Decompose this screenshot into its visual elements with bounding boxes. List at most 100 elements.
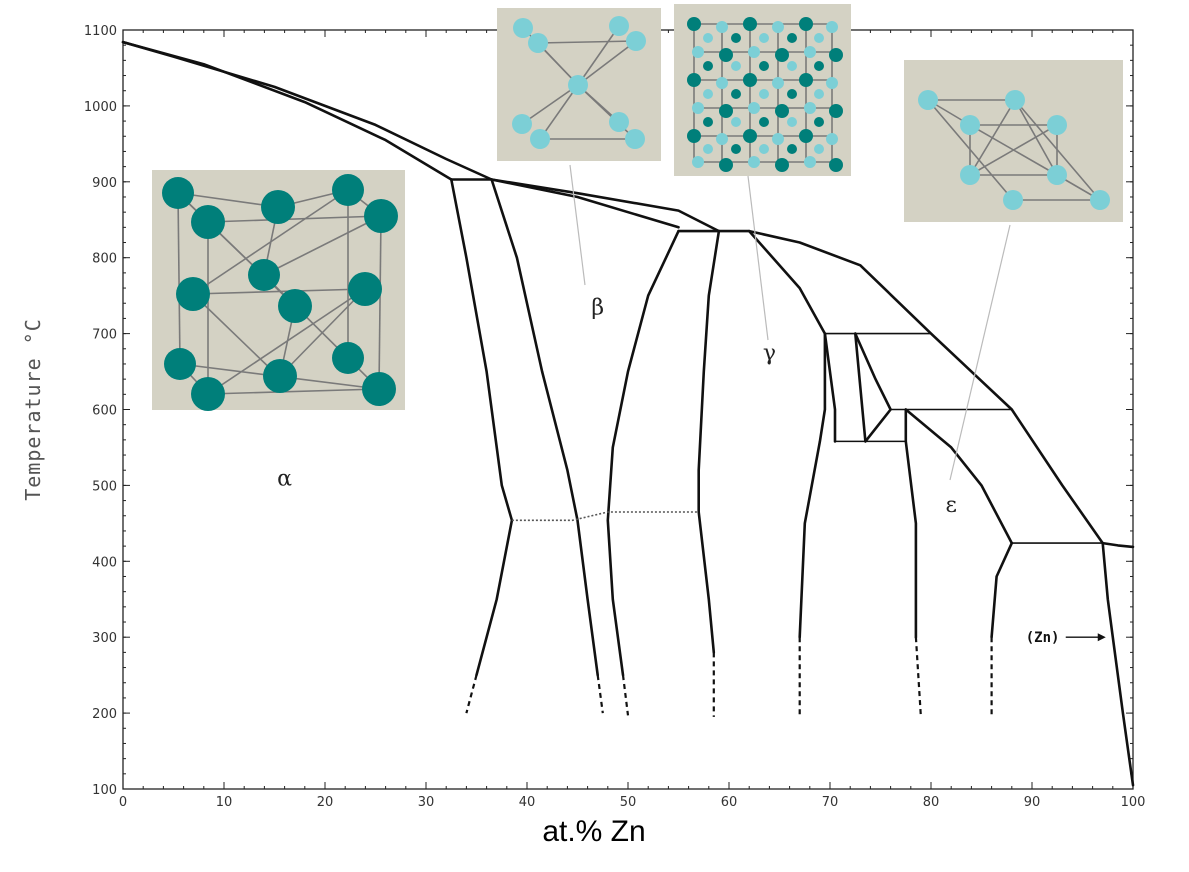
phase-boundary-gamma-right [747, 229, 827, 639]
gamma-atom [826, 77, 838, 89]
gamma-atom-inner [787, 33, 797, 43]
gamma-atom [775, 158, 789, 172]
gamma-atom [799, 73, 813, 87]
x-tick-label: 70 [822, 795, 839, 810]
y-tick-label: 900 [92, 176, 117, 191]
x-axis-title: at.% Zn [542, 815, 645, 848]
phase-boundary-beta-gamma-left [606, 229, 680, 677]
gamma-atom-inner [759, 117, 769, 127]
phase-boundary-beta-gamma-right [697, 229, 721, 654]
fcc-alpha-structure-icon [152, 170, 405, 411]
phase-boundary-zn-solvus [1101, 541, 1135, 787]
gamma-atom-inner [731, 144, 741, 154]
gamma-atom-inner [759, 89, 769, 99]
x-tick-label: 90 [1024, 795, 1041, 810]
order-disorder-line [511, 511, 699, 522]
x-tick-label: 10 [216, 795, 233, 810]
zn-phase-label: (Zn) [1026, 630, 1060, 646]
x-tick-label: 100 [1121, 795, 1146, 810]
gamma-atom-inner [703, 61, 713, 71]
gamma-atom [799, 17, 813, 31]
gamma-atom-inner [731, 61, 741, 71]
gamma-atom-inner [731, 33, 741, 43]
phase-boundary-alpha-beta-right [490, 178, 600, 677]
gamma-atom [743, 129, 757, 143]
y-tick-label: 200 [92, 707, 117, 722]
phase-boundary-delta-left [823, 332, 837, 443]
phase-boundary-delta-wedge [853, 332, 892, 443]
phase-labels: α β γ ε (Zn) [277, 296, 1106, 646]
gamma-atom [716, 133, 728, 145]
y-tick-label: 600 [92, 404, 117, 419]
phase-boundary-alpha-beta-left [449, 178, 514, 677]
gamma-atom-inner [731, 117, 741, 127]
phase-boundary-solidus-alpha [121, 40, 453, 181]
gamma-atom [687, 73, 701, 87]
gamma-atom-inner [787, 89, 797, 99]
x-tick-label: 40 [519, 795, 536, 810]
gamma-atom [775, 104, 789, 118]
bcc-beta-structure-icon [497, 8, 661, 161]
gamma-atom-inner [759, 144, 769, 154]
gamma-atom [748, 46, 760, 58]
gamma-atom [719, 104, 733, 118]
y-tick-label: 1000 [84, 100, 117, 115]
gamma-atom-inner [814, 117, 824, 127]
gamma-atom [829, 158, 843, 172]
gamma-atom [772, 77, 784, 89]
gamma-atom-inner [703, 33, 713, 43]
gamma-atom-inner [759, 33, 769, 43]
gamma-atom [687, 17, 701, 31]
gamma-atom [804, 156, 816, 168]
phase-label-0: α [277, 466, 292, 491]
y-tick-label: 300 [92, 631, 117, 646]
gamma-atom [719, 158, 733, 172]
gamma-atom [692, 102, 704, 114]
y-tick-label: 1100 [84, 24, 117, 39]
y-tick-label: 100 [92, 783, 117, 798]
gamma-atom [772, 133, 784, 145]
gamma-atom [692, 46, 704, 58]
x-tick-label: 80 [923, 795, 940, 810]
y-tick-label: 500 [92, 479, 117, 494]
gamma-atom [743, 17, 757, 31]
gamma-atom-inner [814, 89, 824, 99]
gamma-atom-inner [703, 117, 713, 127]
x-tick-label: 0 [119, 795, 127, 810]
gamma-atom [748, 102, 760, 114]
phase-boundary-solidus-beta [490, 178, 680, 229]
y-tick-label: 800 [92, 252, 117, 267]
gamma-atom-inner [731, 89, 741, 99]
x-tick-label: 30 [418, 795, 435, 810]
gamma-atom [804, 46, 816, 58]
gamma-atom-inner [759, 61, 769, 71]
phase-label-2: γ [763, 341, 776, 366]
axes: 0 10 20 30 40 50 60 70 80 90 100 100 200 300 400 500 600… [21, 24, 1145, 848]
phase-boundaries [121, 40, 1135, 787]
phase-label-1: β [591, 296, 604, 321]
inset-pointers [569, 164, 1011, 481]
x-tick-label: 50 [620, 795, 637, 810]
gamma-brass-structure-icon [674, 4, 851, 176]
phase-boundary-epsilon-left [904, 408, 1014, 545]
gamma-atom-inner [814, 33, 824, 43]
gamma-atom [687, 129, 701, 143]
gamma-atom [799, 129, 813, 143]
gamma-atom [716, 77, 728, 89]
y-axis-title: Temperature °C [21, 318, 45, 501]
phase-boundary-delta-right [904, 408, 918, 639]
gamma-atom [826, 133, 838, 145]
gamma-atom-inner [703, 144, 713, 154]
gamma-atom [719, 48, 733, 62]
gamma-atom-inner [787, 61, 797, 71]
gamma-atom [716, 21, 728, 33]
zn-arrow-head [1097, 633, 1106, 642]
phase-label-3: ε [945, 493, 956, 518]
hcp-epsilon-structure-icon [904, 60, 1123, 222]
gamma-atom [772, 21, 784, 33]
phase-boundary-delta-left-2 [853, 332, 867, 443]
phase-boundary-beta-gamma-left-dashed [621, 674, 630, 716]
gamma-atom-inner [703, 89, 713, 99]
x-tick-label: 60 [721, 795, 738, 810]
